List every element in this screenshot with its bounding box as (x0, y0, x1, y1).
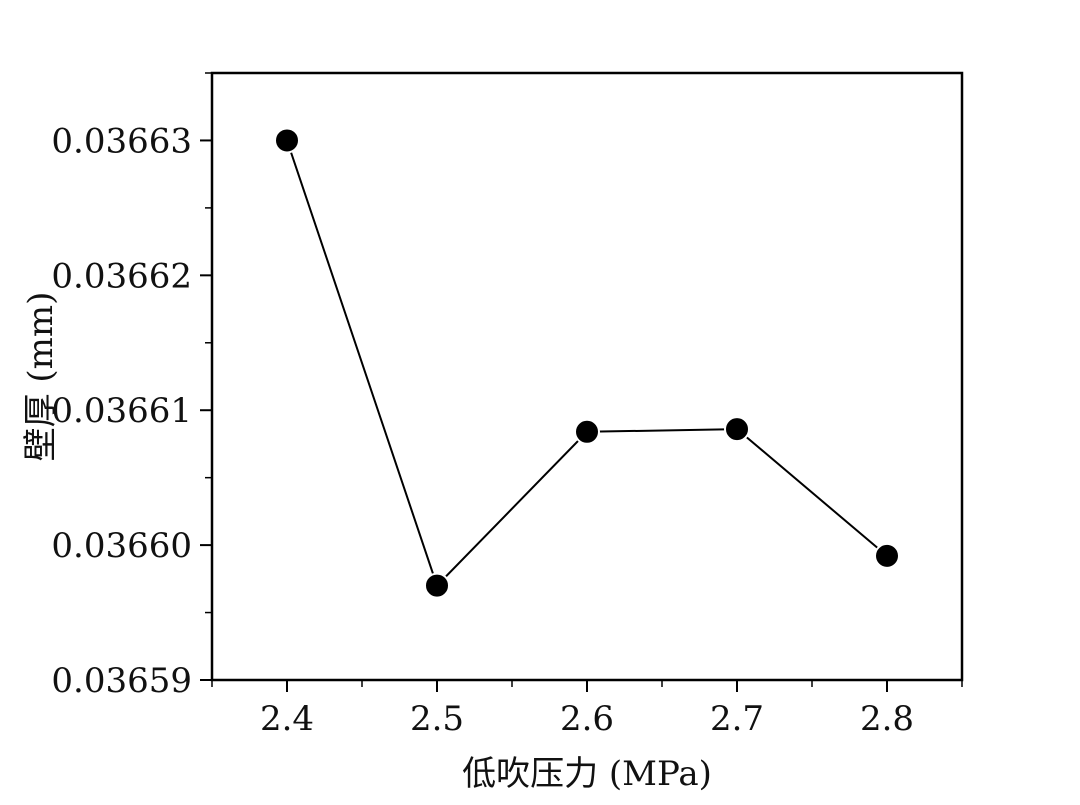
x-axis-title: 低吹压力 (MPa) (462, 754, 712, 794)
y-axis-title: 壁厚 (mm) (21, 292, 61, 462)
data-point (574, 418, 600, 445)
x-tick-label: 2.7 (710, 699, 764, 739)
axis-ticks-group (200, 72, 963, 692)
data-points-group (274, 127, 900, 599)
y-tick-label: 0.03662 (51, 256, 192, 296)
y-tick-label: 0.03660 (51, 526, 192, 566)
y-tick-label: 0.03659 (51, 661, 192, 701)
data-point (724, 416, 750, 443)
plot-frame-group (210, 71, 964, 682)
x-tick-label: 2.5 (410, 699, 464, 739)
series-line (286, 140, 888, 588)
y-tick-labels: 0.03659 0.03660 0.03661 0.03662 0.03663 (51, 121, 192, 701)
data-point (274, 127, 300, 154)
y-tick-label: 0.03661 (51, 391, 192, 431)
x-tick-label: 2.6 (560, 699, 614, 739)
x-tick-labels: 2.4 2.5 2.6 2.7 2.8 (260, 699, 914, 739)
x-tick-label: 2.8 (860, 699, 914, 739)
series-line-group (286, 140, 888, 588)
x-tick-label: 2.4 (260, 699, 314, 739)
plot-frame (210, 71, 964, 682)
data-point (424, 572, 450, 599)
data-point (874, 542, 900, 569)
y-tick-label: 0.03663 (51, 121, 192, 161)
